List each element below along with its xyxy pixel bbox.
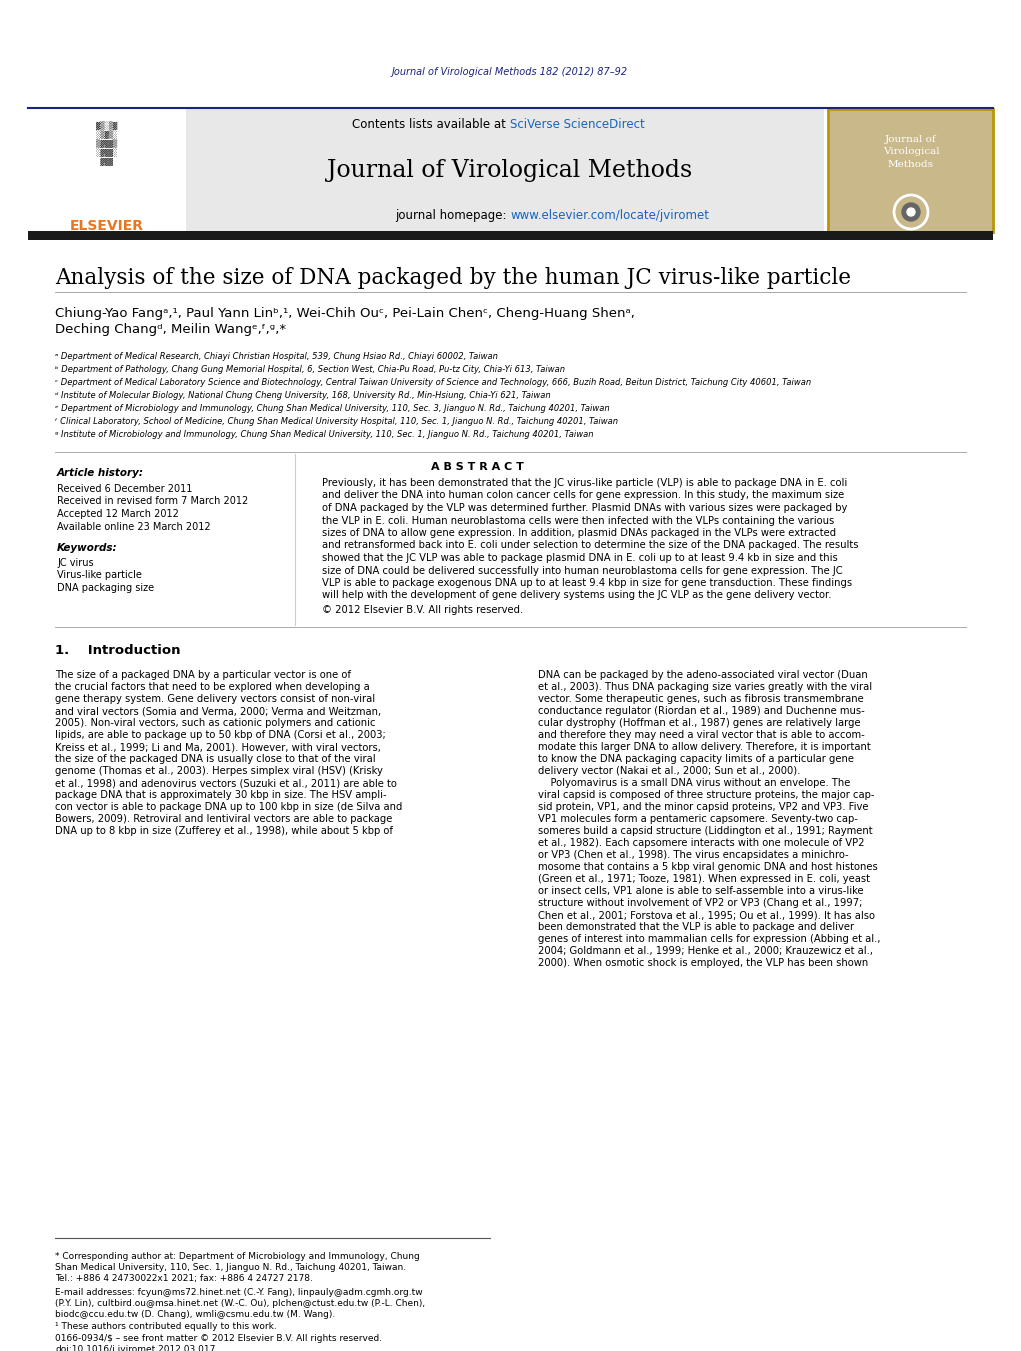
Text: Kreiss et al., 1999; Li and Ma, 2001). However, with viral vectors,: Kreiss et al., 1999; Li and Ma, 2001). H… <box>55 742 381 753</box>
Text: mosome that contains a 5 kbp viral genomic DNA and host histones: mosome that contains a 5 kbp viral genom… <box>538 862 878 871</box>
Text: Deching Changᵈ, Meilin Wangᵉ,ᶠ,ᵍ,*: Deching Changᵈ, Meilin Wangᵉ,ᶠ,ᵍ,* <box>55 323 286 336</box>
Text: * Corresponding author at: Department of Microbiology and Immunology, Chung: * Corresponding author at: Department of… <box>55 1252 420 1260</box>
Text: ᶜ Department of Medical Laboratory Science and Biotechnology, Central Taiwan Uni: ᶜ Department of Medical Laboratory Scien… <box>55 378 811 386</box>
Text: cular dystrophy (Hoffman et al., 1987) genes are relatively large: cular dystrophy (Hoffman et al., 1987) g… <box>538 717 861 728</box>
Text: sid protein, VP1, and the minor capsid proteins, VP2 and VP3. Five: sid protein, VP1, and the minor capsid p… <box>538 802 869 812</box>
Text: The size of a packaged DNA by a particular vector is one of: The size of a packaged DNA by a particul… <box>55 670 351 680</box>
Text: Tel.: +886 4 24730022x1 2021; fax: +886 4 24727 2178.: Tel.: +886 4 24730022x1 2021; fax: +886 … <box>55 1274 312 1283</box>
Text: Contents lists available at: Contents lists available at <box>352 119 510 131</box>
Text: someres build a capsid structure (Liddington et al., 1991; Rayment: someres build a capsid structure (Liddin… <box>538 825 873 836</box>
Text: ░▓▓▓░: ░▓▓▓░ <box>96 149 117 158</box>
Bar <box>828 109 993 232</box>
Text: the VLP in E. coli. Human neuroblastoma cells were then infected with the VLPs c: the VLP in E. coli. Human neuroblastoma … <box>322 516 834 526</box>
Text: et al., 1982). Each capsomere interacts with one molecule of VP2: et al., 1982). Each capsomere interacts … <box>538 838 865 848</box>
Text: DNA up to 8 kbp in size (Zufferey et al., 1998), while about 5 kbp of: DNA up to 8 kbp in size (Zufferey et al.… <box>55 825 393 836</box>
Text: genome (Thomas et al., 2003). Herpes simplex viral (HSV) (Krisky: genome (Thomas et al., 2003). Herpes sim… <box>55 766 383 775</box>
Text: structure without involvement of VP2 or VP3 (Chang et al., 1997;: structure without involvement of VP2 or … <box>538 898 863 908</box>
Text: ELSEVIER: ELSEVIER <box>70 219 144 232</box>
Text: Journal of Virological Methods 182 (2012) 87–92: Journal of Virological Methods 182 (2012… <box>392 68 628 77</box>
Text: Journal of
Virological
Methods: Journal of Virological Methods <box>883 135 939 169</box>
Text: ᵉ Department of Microbiology and Immunology, Chung Shan Medical University, 110,: ᵉ Department of Microbiology and Immunol… <box>55 404 610 413</box>
Text: ᵍ Institute of Microbiology and Immunology, Chung Shan Medical University, 110, : ᵍ Institute of Microbiology and Immunolo… <box>55 430 593 439</box>
Bar <box>28 231 993 240</box>
Text: et al., 2003). Thus DNA packaging size varies greatly with the viral: et al., 2003). Thus DNA packaging size v… <box>538 682 872 692</box>
Text: Shan Medical University, 110, Sec. 1, Jianguo N. Rd., Taichung 40201, Taiwan.: Shan Medical University, 110, Sec. 1, Ji… <box>55 1263 406 1273</box>
Text: 2005). Non-viral vectors, such as cationic polymers and cationic: 2005). Non-viral vectors, such as cation… <box>55 717 376 728</box>
Text: ▓▓▓: ▓▓▓ <box>96 158 117 166</box>
Text: © 2012 Elsevier B.V. All rights reserved.: © 2012 Elsevier B.V. All rights reserved… <box>322 605 523 615</box>
Text: to know the DNA packaging capacity limits of a particular gene: to know the DNA packaging capacity limit… <box>538 754 854 765</box>
Text: ᵇ Department of Pathology, Chang Gung Memorial Hospital, 6, Section West, Chia-P: ᵇ Department of Pathology, Chang Gung Me… <box>55 365 565 374</box>
Text: Journal of Virological Methods: Journal of Virological Methods <box>328 158 692 181</box>
Text: ¹ These authors contributed equally to this work.: ¹ These authors contributed equally to t… <box>55 1323 277 1331</box>
Text: Analysis of the size of DNA packaged by the human JC virus-like particle: Analysis of the size of DNA packaged by … <box>55 267 850 289</box>
Text: ᵃ Department of Medical Research, Chiayi Christian Hospital, 539, Chung Hsiao Rd: ᵃ Department of Medical Research, Chiayi… <box>55 353 498 361</box>
Text: and retransformed back into E. coli under selection to determine the size of the: and retransformed back into E. coli unde… <box>322 540 859 550</box>
Text: ░▒▓▒░: ░▒▓▒░ <box>96 131 117 139</box>
Text: A B S T R A C T: A B S T R A C T <box>431 462 524 471</box>
Text: Article history:: Article history: <box>57 467 144 478</box>
Text: ᶠ Clinical Laboratory, School of Medicine, Chung Shan Medical University Hospita: ᶠ Clinical Laboratory, School of Medicin… <box>55 417 618 426</box>
Text: Received 6 December 2011: Received 6 December 2011 <box>57 484 192 494</box>
Bar <box>28 109 186 232</box>
Text: of DNA packaged by the VLP was determined further. Plasmid DNAs with various siz: of DNA packaged by the VLP was determine… <box>322 503 847 513</box>
Text: DNA packaging size: DNA packaging size <box>57 584 154 593</box>
Text: and deliver the DNA into human colon cancer cells for gene expression. In this s: and deliver the DNA into human colon can… <box>322 490 844 500</box>
Text: or insect cells, VP1 alone is able to self-assemble into a virus-like: or insect cells, VP1 alone is able to se… <box>538 886 864 896</box>
Text: ▒▓▓▓▒: ▒▓▓▓▒ <box>96 139 117 149</box>
Text: ᵈ Institute of Molecular Biology, National Chung Cheng University, 168, Universi: ᵈ Institute of Molecular Biology, Nation… <box>55 390 550 400</box>
Text: genes of interest into mammalian cells for expression (Abbing et al.,: genes of interest into mammalian cells f… <box>538 934 880 944</box>
Text: will help with the development of gene delivery systems using the JC VLP as the : will help with the development of gene d… <box>322 590 831 600</box>
Text: con vector is able to package DNA up to 100 kbp in size (de Silva and: con vector is able to package DNA up to … <box>55 802 402 812</box>
Text: size of DNA could be delivered successfully into human neuroblastoma cells for g: size of DNA could be delivered successfu… <box>322 566 842 576</box>
Text: Chen et al., 2001; Forstova et al., 1995; Ou et al., 1999). It has also: Chen et al., 2001; Forstova et al., 1995… <box>538 911 875 920</box>
Text: (P.Y. Lin), cultbird.ou@msa.hinet.net (W.-C. Ou), plchen@ctust.edu.tw (P.-L. Che: (P.Y. Lin), cultbird.ou@msa.hinet.net (W… <box>55 1300 425 1308</box>
Text: and viral vectors (Somia and Verma, 2000; Verma and Weitzman,: and viral vectors (Somia and Verma, 2000… <box>55 707 381 716</box>
Text: ▓▒░▒▓: ▓▒░▒▓ <box>96 122 117 131</box>
Text: Available online 23 March 2012: Available online 23 March 2012 <box>57 521 210 531</box>
Text: or VP3 (Chen et al., 1998). The virus encapsidates a minichro-: or VP3 (Chen et al., 1998). The virus en… <box>538 850 848 861</box>
Text: Bowers, 2009). Retroviral and lentiviral vectors are able to package: Bowers, 2009). Retroviral and lentiviral… <box>55 815 392 824</box>
Text: been demonstrated that the VLP is able to package and deliver: been demonstrated that the VLP is able t… <box>538 921 855 932</box>
Text: VLP is able to package exogenous DNA up to at least 9.4 kbp in size for gene tra: VLP is able to package exogenous DNA up … <box>322 578 853 588</box>
Text: biodc@ccu.edu.tw (D. Chang), wmli@csmu.edu.tw (M. Wang).: biodc@ccu.edu.tw (D. Chang), wmli@csmu.e… <box>55 1310 335 1319</box>
Text: gene therapy system. Gene delivery vectors consist of non-viral: gene therapy system. Gene delivery vecto… <box>55 694 375 704</box>
Text: 1.    Introduction: 1. Introduction <box>55 644 181 657</box>
Text: vector. Some therapeutic genes, such as fibrosis transmembrane: vector. Some therapeutic genes, such as … <box>538 694 864 704</box>
Text: package DNA that is approximately 30 kbp in size. The HSV ampli-: package DNA that is approximately 30 kbp… <box>55 790 387 800</box>
Text: Chiung-Yao Fangᵃ,¹, Paul Yann Linᵇ,¹, Wei-Chih Ouᶜ, Pei-Lain Chenᶜ, Cheng-Huang : Chiung-Yao Fangᵃ,¹, Paul Yann Linᵇ,¹, We… <box>55 307 635 319</box>
Text: journal homepage:: journal homepage: <box>395 208 510 222</box>
Text: SciVerse ScienceDirect: SciVerse ScienceDirect <box>510 119 644 131</box>
Bar <box>28 109 824 232</box>
Text: and therefore they may need a viral vector that is able to accom-: and therefore they may need a viral vect… <box>538 730 865 740</box>
Text: 2004; Goldmann et al., 1999; Henke et al., 2000; Krauzewicz et al.,: 2004; Goldmann et al., 1999; Henke et al… <box>538 946 873 957</box>
Text: et al., 1998) and adenovirus vectors (Suzuki et al., 2011) are able to: et al., 1998) and adenovirus vectors (Su… <box>55 778 397 788</box>
Text: 0166-0934/$ – see front matter © 2012 Elsevier B.V. All rights reserved.: 0166-0934/$ – see front matter © 2012 El… <box>55 1333 382 1343</box>
Text: JC virus: JC virus <box>57 558 94 567</box>
Text: Keywords:: Keywords: <box>57 543 117 553</box>
Text: conductance regulator (Riordan et al., 1989) and Duchenne mus-: conductance regulator (Riordan et al., 1… <box>538 707 865 716</box>
Text: showed that the JC VLP was able to package plasmid DNA in E. coli up to at least: showed that the JC VLP was able to packa… <box>322 553 838 563</box>
Text: 2000). When osmotic shock is employed, the VLP has been shown: 2000). When osmotic shock is employed, t… <box>538 958 868 969</box>
Text: Virus-like particle: Virus-like particle <box>57 570 142 581</box>
Text: (Green et al., 1971; Tooze, 1981). When expressed in E. coli, yeast: (Green et al., 1971; Tooze, 1981). When … <box>538 874 870 884</box>
Text: VP1 molecules form a pentameric capsomere. Seventy-two cap-: VP1 molecules form a pentameric capsomer… <box>538 815 858 824</box>
Text: viral capsid is composed of three structure proteins, the major cap-: viral capsid is composed of three struct… <box>538 790 875 800</box>
Text: DNA can be packaged by the adeno-associated viral vector (Duan: DNA can be packaged by the adeno-associa… <box>538 670 868 680</box>
Text: modate this larger DNA to allow delivery. Therefore, it is important: modate this larger DNA to allow delivery… <box>538 742 871 753</box>
Text: www.elsevier.com/locate/jviromet: www.elsevier.com/locate/jviromet <box>510 208 709 222</box>
Circle shape <box>907 208 915 216</box>
Text: the size of the packaged DNA is usually close to that of the viral: the size of the packaged DNA is usually … <box>55 754 376 765</box>
Text: Accepted 12 March 2012: Accepted 12 March 2012 <box>57 509 179 519</box>
Circle shape <box>902 203 920 222</box>
Text: the crucial factors that need to be explored when developing a: the crucial factors that need to be expl… <box>55 682 370 692</box>
Text: E-mail addresses: fcyun@ms72.hinet.net (C.-Y. Fang), linpauly@adm.cgmh.org.tw: E-mail addresses: fcyun@ms72.hinet.net (… <box>55 1288 423 1297</box>
Text: lipids, are able to package up to 50 kbp of DNA (Corsi et al., 2003;: lipids, are able to package up to 50 kbp… <box>55 730 386 740</box>
Text: sizes of DNA to allow gene expression. In addition, plasmid DNAs packaged in the: sizes of DNA to allow gene expression. I… <box>322 528 836 538</box>
Text: Previously, it has been demonstrated that the JC virus-like particle (VLP) is ab: Previously, it has been demonstrated tha… <box>322 478 847 488</box>
Text: Polyomavirus is a small DNA virus without an envelope. The: Polyomavirus is a small DNA virus withou… <box>538 778 850 788</box>
Text: doi:10.1016/j.jviromet.2012.03.017: doi:10.1016/j.jviromet.2012.03.017 <box>55 1346 215 1351</box>
Text: Received in revised form 7 March 2012: Received in revised form 7 March 2012 <box>57 497 248 507</box>
Text: delivery vector (Nakai et al., 2000; Sun et al., 2000).: delivery vector (Nakai et al., 2000; Sun… <box>538 766 800 775</box>
